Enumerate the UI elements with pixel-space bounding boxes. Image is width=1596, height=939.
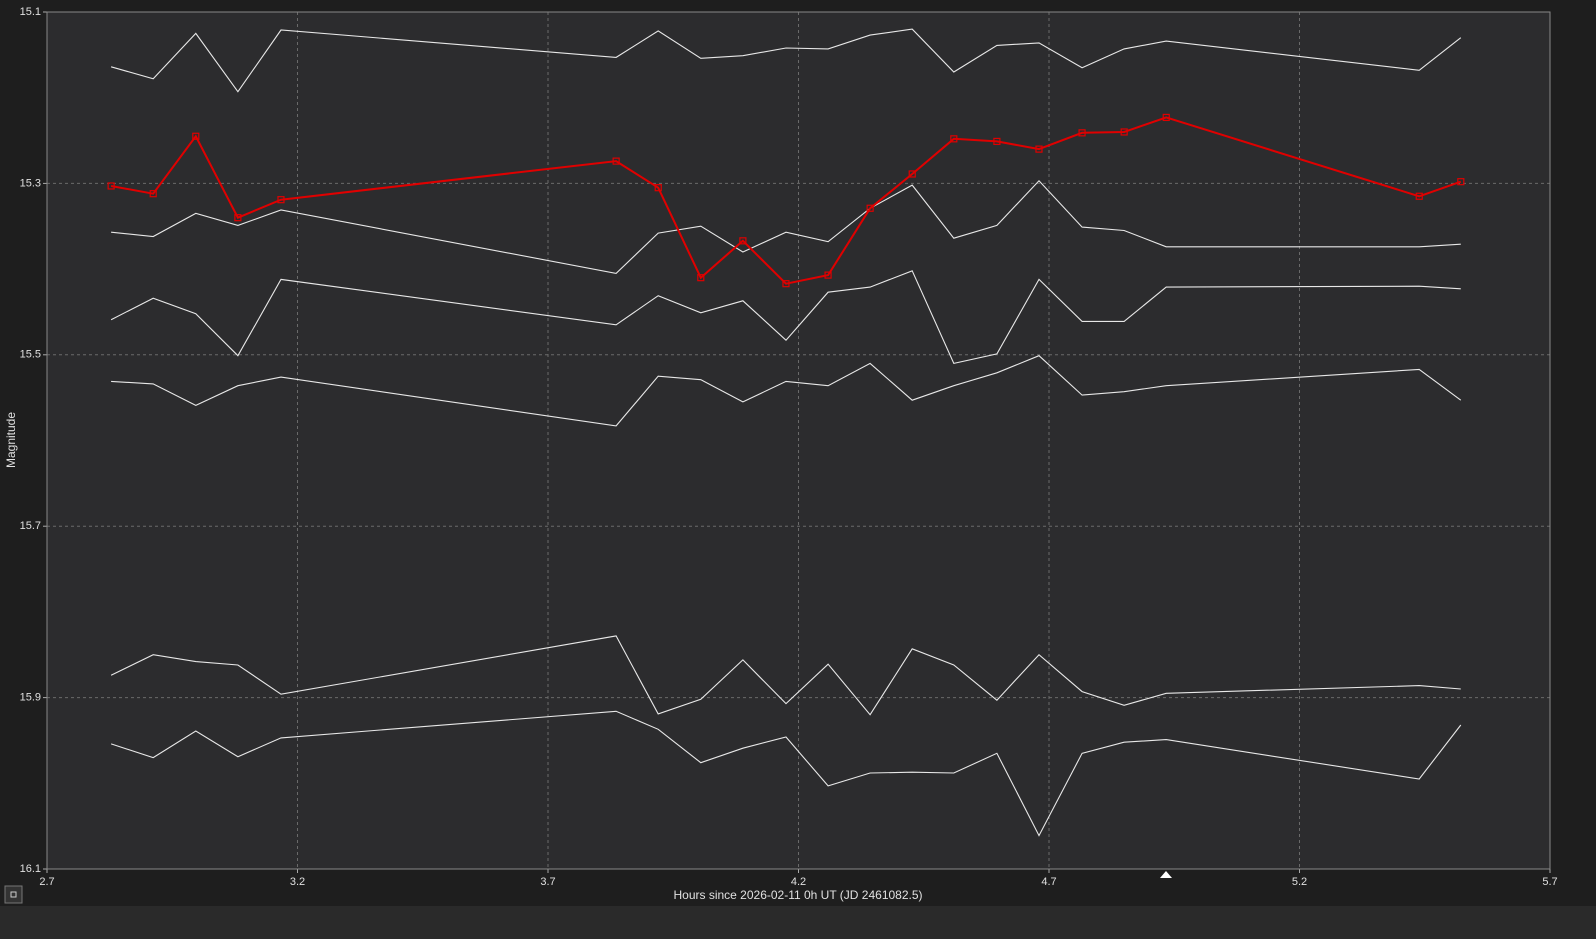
data-point (697, 274, 705, 282)
corner-button-icon (10, 891, 17, 898)
data-point (1120, 128, 1128, 136)
data-point (277, 196, 285, 204)
data-point (107, 182, 115, 190)
x-tick-label: 4.7 (1041, 876, 1056, 888)
series-line (111, 355, 1462, 427)
y-axis-label: Magnitude (4, 412, 18, 468)
data-point (866, 204, 874, 212)
y-tick-label: 15.5 (20, 349, 41, 361)
data-point (612, 157, 620, 165)
data-point (782, 280, 790, 288)
data-point (824, 271, 832, 279)
data-point (908, 170, 916, 178)
data-point (739, 237, 747, 245)
status-strip (0, 906, 1596, 939)
data-point (192, 132, 200, 140)
x-tick-label: 3.2 (290, 876, 305, 888)
y-tick-label: 15.9 (20, 692, 41, 704)
x-tick-label: 2.7 (39, 876, 54, 888)
y-tick-label: 15.7 (20, 520, 41, 532)
series-line (111, 179, 1461, 274)
data-point (654, 184, 662, 192)
y-tick-label: 15.3 (20, 177, 41, 189)
plot-frame (46, 11, 1551, 870)
corner-button[interactable] (4, 885, 23, 904)
series-line (110, 116, 1462, 285)
data-point (1078, 129, 1086, 137)
x-axis-label: Hours since 2026-02-11 0h UT (JD 2461082… (673, 888, 922, 902)
series-line (110, 270, 1461, 365)
y-tick-label: 15.1 (20, 6, 41, 18)
data-point (234, 214, 242, 222)
x-tick-label: 5.2 (1292, 876, 1307, 888)
series-line (110, 635, 1461, 716)
cursor-marker[interactable] (1160, 871, 1172, 878)
data-point (1035, 145, 1043, 153)
data-point (149, 190, 157, 198)
data-point (950, 135, 958, 143)
x-tick-label: 5.7 (1542, 876, 1557, 888)
data-point (1415, 192, 1423, 200)
data-point (1457, 178, 1465, 186)
series-line (110, 28, 1462, 93)
y-tick-label: 16.1 (20, 863, 41, 875)
series-line (110, 710, 1462, 837)
data-point (993, 137, 1001, 146)
x-tick-label: 4.2 (791, 876, 806, 888)
x-tick-label: 3.7 (540, 876, 555, 888)
data-point (1162, 113, 1170, 122)
